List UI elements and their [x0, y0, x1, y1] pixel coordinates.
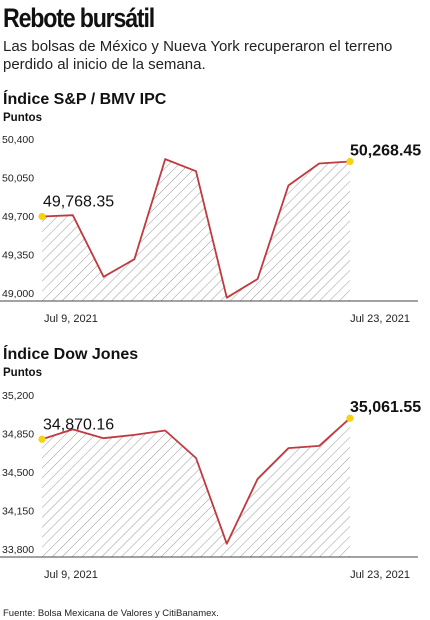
dow-ytick-label: 34,850: [2, 429, 34, 441]
ipc-area-fill: [42, 159, 350, 301]
ipc-first-point: [38, 212, 46, 221]
dow-x-start-label: Jul 9, 2021: [44, 569, 98, 581]
ipc-x-start-label: Jul 9, 2021: [44, 313, 98, 325]
dow-ytick-label: 34,150: [2, 506, 34, 518]
ipc-last-point: [346, 157, 354, 166]
chart-title-ipc: Índice S&P / BMV IPC: [3, 91, 167, 108]
ipc-first-value-label: 49,768.35: [43, 193, 114, 210]
dow-last-value-label: 35,061.55: [350, 399, 421, 416]
chart-unit-ipc: Puntos: [3, 112, 42, 124]
dow-ytick-label: 35,200: [2, 390, 34, 402]
ipc-x-end-label: Jul 23, 2021: [350, 313, 410, 325]
dow-ytick-label: 34,500: [2, 467, 34, 479]
dow-first-value-label: 34,870.16: [43, 416, 114, 433]
ipc-ytick-label: 49,700: [2, 211, 34, 223]
source-note: Fuente: Bolsa Mexicana de Valores y Citi…: [3, 608, 219, 619]
ipc-last-value-label: 50,268.45: [350, 142, 421, 159]
chart-unit-dow: Puntos: [3, 367, 42, 379]
dow-x-end-label: Jul 23, 2021: [350, 569, 410, 581]
dow-area-fill: [42, 418, 350, 557]
chart-title-dow: Índice Dow Jones: [3, 346, 139, 363]
ipc-ytick-label: 49,000: [2, 288, 34, 300]
dow-ytick-label: 33,800: [2, 544, 34, 556]
ipc-ytick-label: 50,400: [2, 134, 34, 146]
dow-chart: 35,200 34,850 34,500 34,150 33,800 34,870.16 3…: [0, 390, 421, 581]
ipc-ytick-label: 50,050: [2, 173, 34, 185]
dow-series-line: [41, 417, 351, 545]
ipc-ytick-label: 49,350: [2, 250, 34, 262]
page-subtitle: Las bolsas de México y Nueva York recupe…: [3, 38, 393, 73]
ipc-series-line: [41, 158, 351, 299]
dow-first-point: [38, 435, 46, 443]
page-title: Rebote bursátil: [3, 3, 155, 33]
ipc-chart: 50,400 50,050 49,700 49,350 49,000 49,768.35 5…: [0, 134, 421, 325]
dow-last-point: [346, 414, 354, 422]
